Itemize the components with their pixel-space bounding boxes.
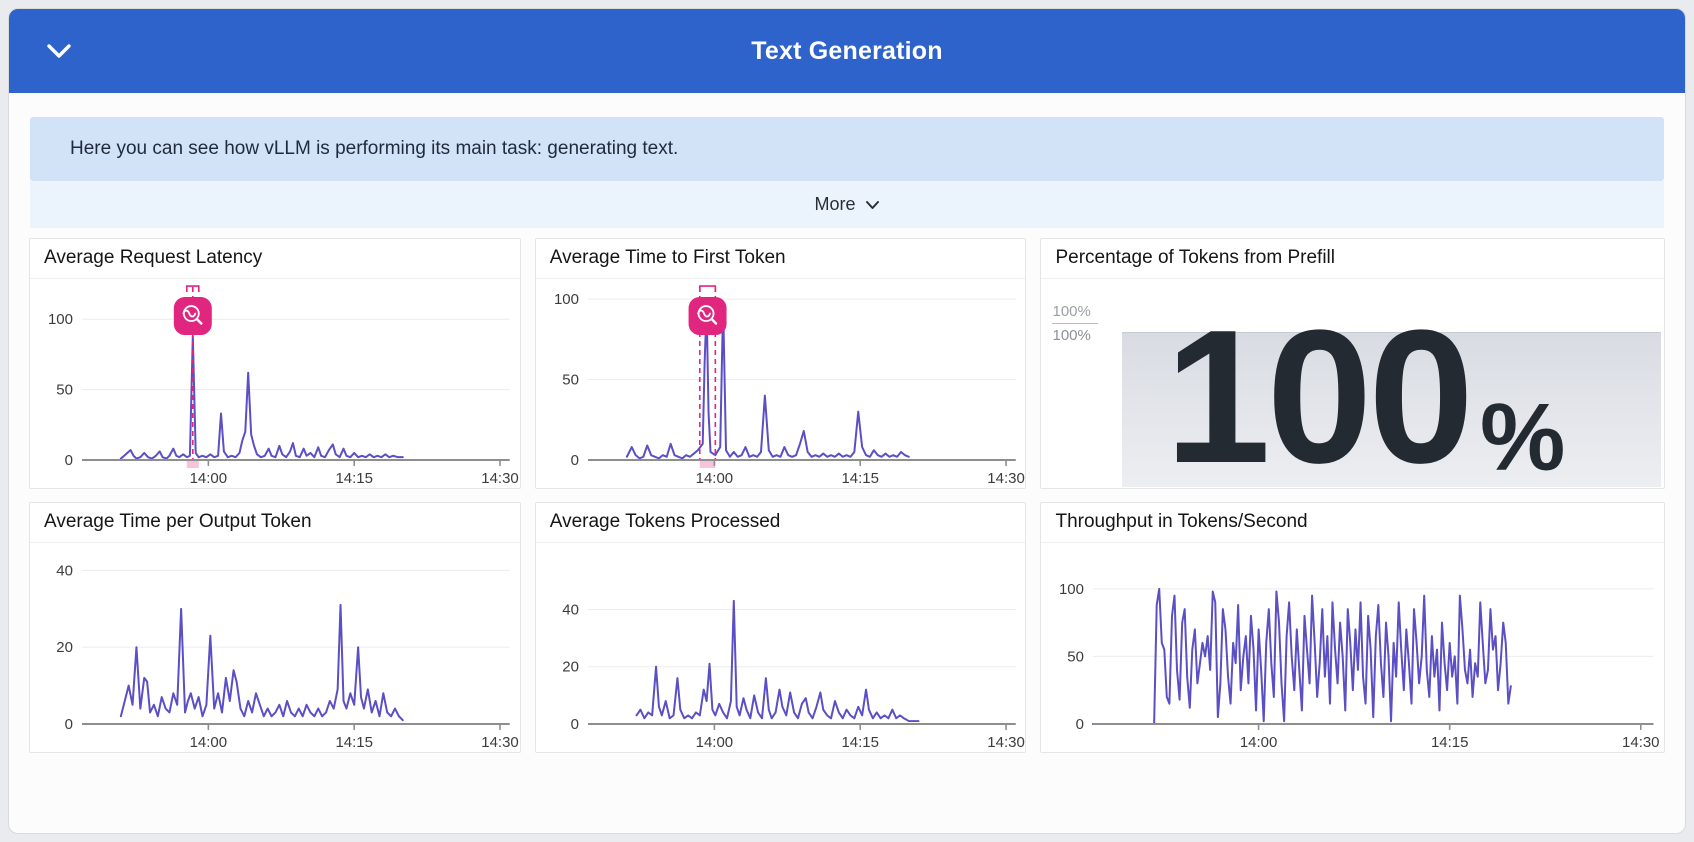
panel-average-time-to-first-token: Average Time to First Token 0 50 100 14:00… — [534, 238, 1027, 489]
svg-text:14:30: 14:30 — [481, 470, 519, 487]
svg-text:50: 50 — [562, 372, 579, 389]
stat-value: 100 % — [1066, 291, 1664, 489]
stat-axis-label-bottom: 100% — [1052, 327, 1091, 344]
svg-text:14:15: 14:15 — [841, 470, 879, 487]
svg-text:14:15: 14:15 — [841, 734, 879, 751]
annotation-bracket — [698, 285, 716, 293]
svg-text:50: 50 — [1068, 648, 1085, 665]
svg-text:0: 0 — [570, 716, 578, 733]
prefill-stat: 100% 100% 100 % — [1041, 279, 1664, 489]
svg-text:14:15: 14:15 — [1431, 734, 1468, 751]
panel-title: Average Request Latency — [30, 239, 520, 279]
svg-text:0: 0 — [1076, 716, 1084, 733]
more-label: More — [814, 194, 856, 214]
info-banner: Here you can see how vLLM is performing … — [30, 117, 1664, 181]
svg-text:20: 20 — [562, 659, 579, 676]
svg-text:100: 100 — [1059, 581, 1084, 598]
annotation-region — [699, 458, 716, 468]
series-line — [1092, 587, 1513, 725]
svg-text:0: 0 — [65, 716, 73, 733]
svg-text:40: 40 — [56, 562, 73, 579]
panel-throughput-tokens-per-second: Throughput in Tokens/Second 0 50 100 14:00 1… — [1040, 502, 1665, 753]
panel-title: Average Time per Output Token — [30, 503, 520, 543]
panel-title: Percentage of Tokens from Prefill — [1041, 239, 1664, 279]
panel-grid: Average Request Latency 0 50 100 14:00 14:1… — [29, 238, 1665, 753]
stat-number: 100 — [1165, 291, 1474, 489]
svg-text:14:00: 14:00 — [190, 470, 228, 487]
svg-text:100: 100 — [48, 311, 73, 328]
annotation-marker-icon[interactable] — [688, 297, 727, 336]
svg-text:14:00: 14:00 — [190, 734, 228, 751]
svg-text:20: 20 — [56, 639, 73, 656]
collapse-chevron-icon[interactable] — [45, 39, 73, 63]
svg-text:100: 100 — [554, 291, 579, 308]
svg-text:40: 40 — [562, 601, 579, 618]
svg-text:14:30: 14:30 — [1623, 734, 1660, 751]
panel-average-time-per-output-token: Average Time per Output Token 0 20 40 14:00… — [29, 502, 521, 753]
panel-title: Average Tokens Processed — [535, 503, 1026, 543]
annotation-marker-icon[interactable] — [173, 297, 212, 336]
stat-axis-labels: 100% 100% — [1052, 303, 1099, 344]
dashboard-section-card: Text Generation Here you can see how vLL… — [8, 8, 1686, 834]
series-line — [119, 335, 404, 460]
svg-text:50: 50 — [56, 382, 73, 399]
info-banner-text: Here you can see how vLLM is performing … — [70, 138, 679, 159]
annotation-bracket — [186, 285, 200, 293]
annotation-region — [186, 458, 199, 468]
more-chevron-down-icon — [865, 200, 879, 209]
stat-unit: % — [1480, 384, 1566, 489]
panel-title: Throughput in Tokens/Second — [1041, 503, 1664, 543]
svg-text:14:30: 14:30 — [987, 734, 1024, 751]
request-latency-chart[interactable]: 0 50 100 14:00 14:15 14:30 — [30, 279, 520, 489]
throughput-chart[interactable]: 0 50 100 14:00 14:15 14:30 — [1041, 543, 1664, 753]
stat-sparkline-area — [1122, 331, 1661, 487]
svg-text:0: 0 — [570, 452, 578, 469]
stat-axis-separator — [1052, 323, 1099, 324]
series-line — [635, 599, 920, 723]
more-expander[interactable]: More — [30, 181, 1664, 228]
svg-text:14:30: 14:30 — [481, 734, 519, 751]
panel-title: Average Time to First Token — [535, 239, 1026, 279]
time-per-output-token-chart[interactable]: 0 20 40 14:00 14:15 14:30 — [30, 543, 520, 753]
svg-text:14:15: 14:15 — [335, 470, 373, 487]
panel-average-tokens-processed: Average Tokens Processed 0 20 40 14:00 14:15… — [534, 502, 1027, 753]
series-line — [625, 302, 910, 460]
time-to-first-token-chart[interactable]: 0 50 100 14:00 14:15 14:30 — [536, 279, 1026, 489]
panel-average-request-latency: Average Request Latency 0 50 100 14:00 14:1… — [29, 238, 521, 489]
svg-text:14:00: 14:00 — [1240, 734, 1277, 751]
section-header: Text Generation — [9, 9, 1685, 93]
section-title: Text Generation — [751, 36, 943, 65]
series-line — [119, 603, 404, 722]
svg-text:14:15: 14:15 — [335, 734, 373, 751]
svg-text:0: 0 — [65, 452, 73, 469]
panel-percentage-tokens-from-prefill: Percentage of Tokens from Prefill 100% 1… — [1040, 238, 1665, 489]
svg-text:14:00: 14:00 — [695, 734, 733, 751]
svg-text:14:00: 14:00 — [695, 470, 733, 487]
tokens-processed-chart[interactable]: 0 20 40 14:00 14:15 14:30 — [536, 543, 1026, 753]
svg-text:14:30: 14:30 — [987, 470, 1024, 487]
stat-axis-label-top: 100% — [1052, 303, 1091, 320]
